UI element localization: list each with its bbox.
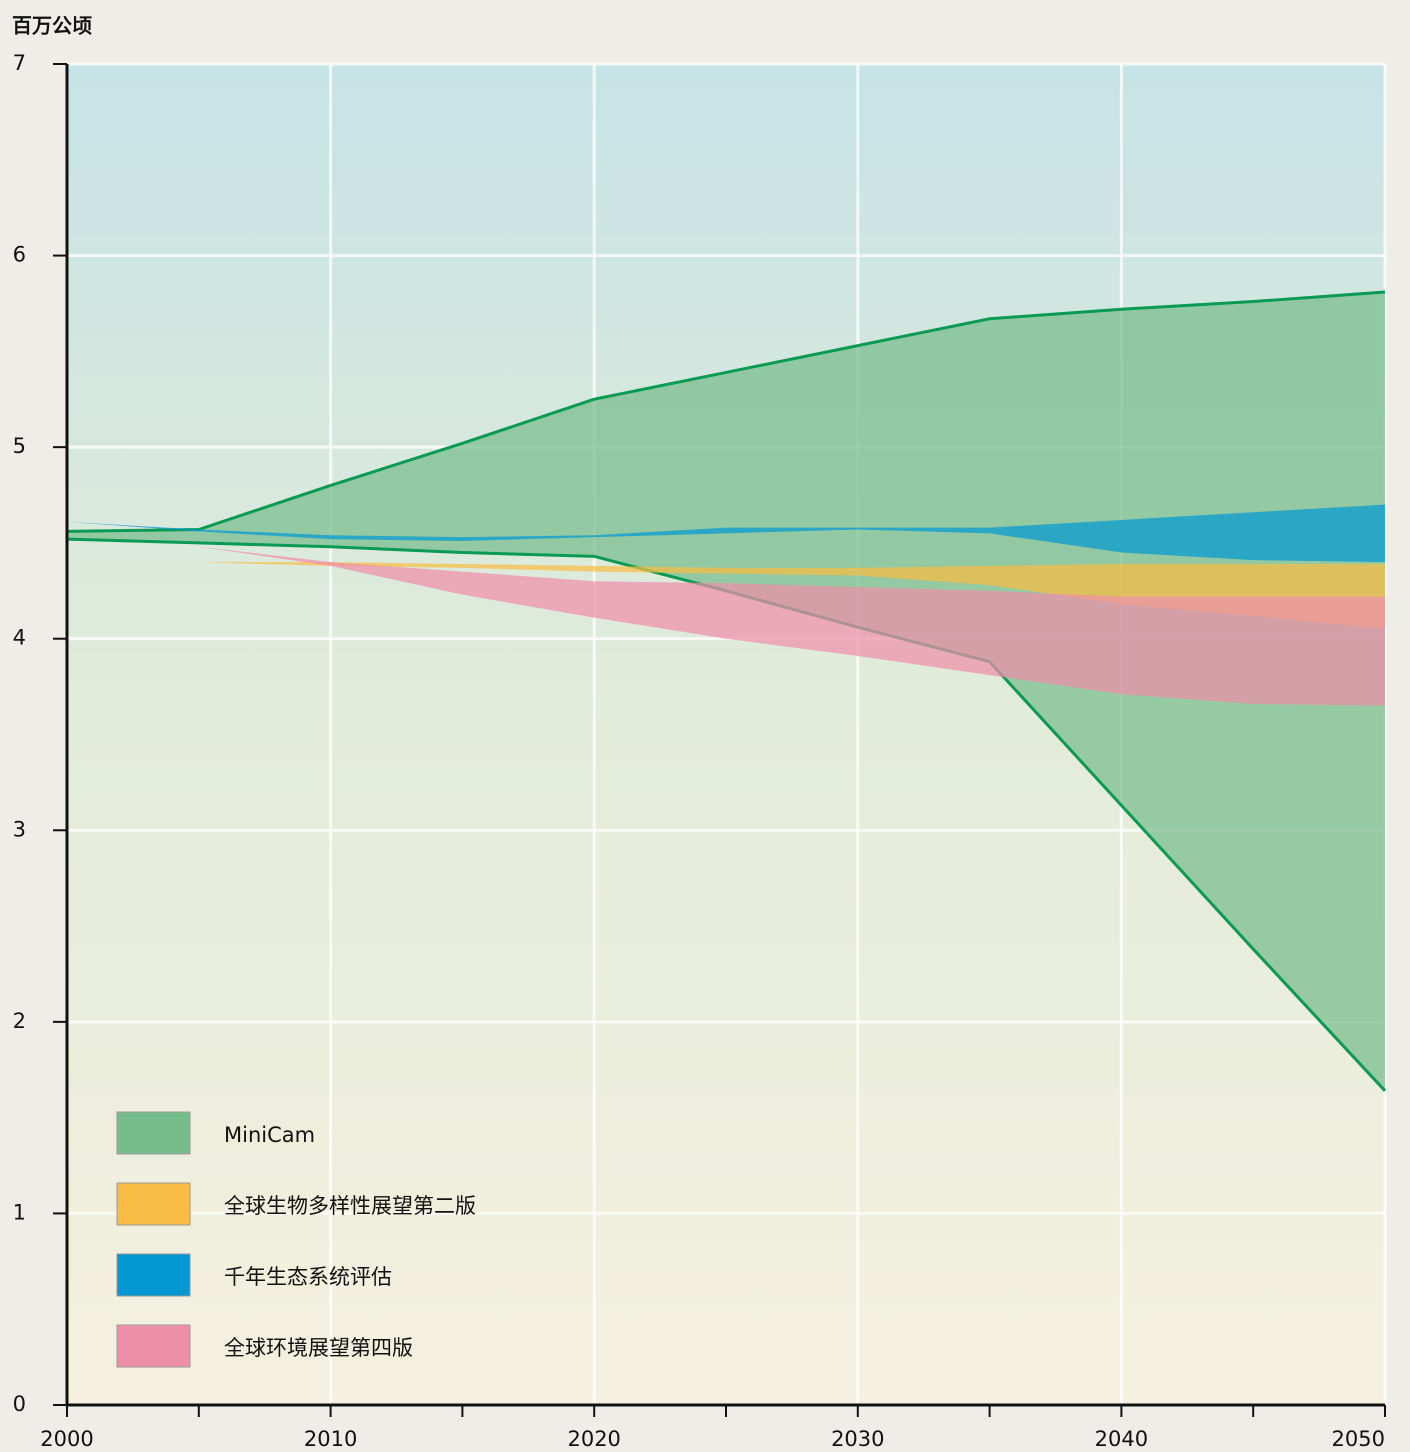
range-area xyxy=(67,291,1385,1091)
y-tick-label: 2 xyxy=(13,1009,26,1033)
legend-swatch xyxy=(116,1111,191,1155)
y-tick-label: 6 xyxy=(13,243,26,267)
y-axis-label: 百万公顷 xyxy=(12,14,92,38)
y-tick-label: 7 xyxy=(13,51,26,75)
range-area xyxy=(67,531,1385,706)
legend-label: 千年生态系统评估 xyxy=(224,1265,392,1289)
x-tick-label: 2020 xyxy=(567,1427,620,1451)
y-tick-label: 5 xyxy=(13,434,26,458)
y-tick-label: 4 xyxy=(13,626,26,650)
legend-label: 全球生物多样性展望第二版 xyxy=(224,1194,476,1218)
x-tick-label: 2010 xyxy=(304,1427,357,1451)
legend-label: MiniCam xyxy=(224,1123,315,1147)
legend-swatch xyxy=(116,1253,191,1297)
legend-swatch xyxy=(116,1182,191,1226)
range-area xyxy=(67,504,1385,563)
y-tick-label: 3 xyxy=(13,817,26,841)
range-area xyxy=(198,562,1385,630)
x-tick-label: 2050 xyxy=(1332,1427,1385,1451)
legend-label: 全球环境展望第四版 xyxy=(224,1336,413,1360)
y-tick-label: 1 xyxy=(13,1200,26,1224)
x-tick-label: 2000 xyxy=(40,1427,93,1451)
legend-swatch xyxy=(116,1324,191,1368)
x-tick-label: 2030 xyxy=(831,1427,884,1451)
range-outline xyxy=(66,290,1386,533)
y-tick-label: 0 xyxy=(13,1392,26,1416)
x-tick-label: 2040 xyxy=(1095,1427,1148,1451)
